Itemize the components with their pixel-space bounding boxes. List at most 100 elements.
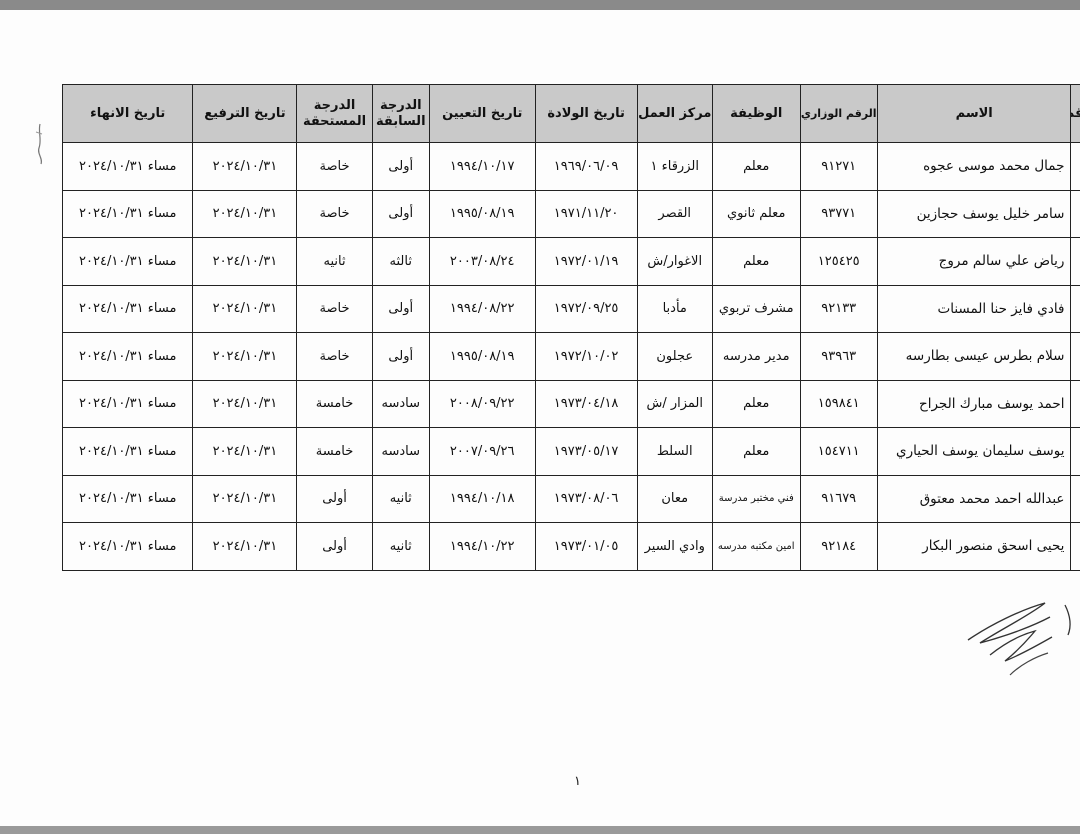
cell-birth-date: ١٩٧١/١١/٢٠ <box>534 189 638 238</box>
cell-due-grade: خاصة <box>296 142 373 191</box>
header-col-due-grade: الدرجة المستحقة <box>296 84 373 143</box>
page-number: ١ <box>574 774 581 789</box>
cell-name: يوسف سليمان يوسف الحياري <box>876 427 1072 476</box>
cell-end-date: مساء ٢٠٢٤/١٠/٣١ <box>61 237 194 286</box>
cell-birth-date: ١٩٧٢/٠٩/٢٥ <box>534 284 638 333</box>
cell-job: مدير مدرسه <box>711 332 801 381</box>
cell-promotion-date: ٢٠٢٤/١٠/٣١ <box>192 474 298 523</box>
cell-number: ٨ <box>1070 474 1080 523</box>
cell-promotion-date: ٢٠٢٤/١٠/٣١ <box>192 427 298 476</box>
cell-number: ٧ <box>1070 427 1080 476</box>
cell-birth-date: ١٩٧٣/٠٥/١٧ <box>534 427 638 476</box>
cell-ministry-id: ٩٣٧٧١ <box>799 189 878 238</box>
header-col-ministry-id: الرقم الوزاري <box>799 84 878 143</box>
scan-top-edge <box>0 0 1080 10</box>
cell-end-date: مساء ٢٠٢٤/١٠/٣١ <box>61 284 194 333</box>
cell-previous-grade: أولى <box>371 284 430 333</box>
cell-number: ٥ <box>1070 332 1080 381</box>
cell-ministry-id: ٩١٢٧١ <box>799 142 878 191</box>
cell-ministry-id: ٩٢١٣٣ <box>799 284 878 333</box>
cell-workplace: القصر <box>636 189 713 238</box>
header-col-end-date: تاريخ الانهاء <box>61 84 194 143</box>
cell-appointment-date: ٢٠٠٨/٠٩/٢٢ <box>428 379 536 428</box>
cell-end-date: مساء ٢٠٢٤/١٠/٣١ <box>61 189 194 238</box>
table-row: ٣رياض علي سالم مروج١٢٥٤٢٥معلمالاغوار/ش١٩… <box>61 237 1080 286</box>
cell-previous-grade: ثانيه <box>371 474 430 523</box>
cell-appointment-date: ١٩٩٤/١٠/١٧ <box>428 142 536 191</box>
cell-previous-grade: أولى <box>371 332 430 381</box>
header-col-birth-date: تاريخ الولادة <box>534 84 638 143</box>
table-row: ٧يوسف سليمان يوسف الحياري١٥٤٧١١معلمالسلط… <box>61 427 1080 476</box>
cell-ministry-id: ٩٢١٨٤ <box>799 522 878 571</box>
margin-mark <box>34 122 48 170</box>
cell-promotion-date: ٢٠٢٤/١٠/٣١ <box>192 379 298 428</box>
cell-due-grade: خاصة <box>296 189 373 238</box>
table-row: ٦احمد يوسف مبارك الجراح١٥٩٨٤١معلمالمزار … <box>61 379 1080 428</box>
cell-birth-date: ١٩٧٣/٠١/٠٥ <box>534 522 638 571</box>
cell-promotion-date: ٢٠٢٤/١٠/٣١ <box>192 522 298 571</box>
cell-job: فني مختبر مدرسة <box>711 474 801 523</box>
cell-workplace: السلط <box>636 427 713 476</box>
cell-previous-grade: أولى <box>371 142 430 191</box>
cell-birth-date: ١٩٧٣/٠٨/٠٦ <box>534 474 638 523</box>
cell-due-grade: ثانيه <box>296 237 373 286</box>
header-col-previous-grade: الدرجة السابقة <box>371 84 430 143</box>
cell-workplace: عجلون <box>636 332 713 381</box>
cell-ministry-id: ٩١٦٧٩ <box>799 474 878 523</box>
cell-promotion-date: ٢٠٢٤/١٠/٣١ <box>192 142 298 191</box>
cell-name: عبدالله احمد محمد معتوق <box>876 474 1072 523</box>
cell-ministry-id: ٩٣٩٦٣ <box>799 332 878 381</box>
cell-workplace: معان <box>636 474 713 523</box>
cell-job: امين مكتبه مدرسه <box>711 522 801 571</box>
cell-job: معلم ثانوي <box>711 189 801 238</box>
cell-end-date: مساء ٢٠٢٤/١٠/٣١ <box>61 522 194 571</box>
cell-end-date: مساء ٢٠٢٤/١٠/٣١ <box>61 427 194 476</box>
cell-due-grade: خامسة <box>296 379 373 428</box>
cell-appointment-date: ١٩٩٥/٠٨/١٩ <box>428 332 536 381</box>
cell-birth-date: ١٩٧٢/٠١/١٩ <box>534 237 638 286</box>
cell-end-date: مساء ٢٠٢٤/١٠/٣١ <box>61 142 194 191</box>
cell-job: معلم <box>711 237 801 286</box>
cell-job: معلم <box>711 427 801 476</box>
cell-due-grade: أولى <box>296 522 373 571</box>
cell-end-date: مساء ٢٠٢٤/١٠/٣١ <box>61 332 194 381</box>
cell-name: احمد يوسف مبارك الجراح <box>876 379 1072 428</box>
cell-birth-date: ١٩٦٩/٠٦/٠٩ <box>534 142 638 191</box>
cell-number: ٤ <box>1070 284 1080 333</box>
cell-promotion-date: ٢٠٢٤/١٠/٣١ <box>192 237 298 286</box>
header-col-promotion-date: تاريخ الترفيع <box>192 84 298 143</box>
cell-ministry-id: ١٥٩٨٤١ <box>799 379 878 428</box>
cell-due-grade: أولى <box>296 474 373 523</box>
cell-previous-grade: ثالثه <box>371 237 430 286</box>
cell-previous-grade: أولى <box>371 189 430 238</box>
scan-bottom-edge <box>0 826 1080 834</box>
cell-workplace: المزار /ش <box>636 379 713 428</box>
cell-due-grade: خاصة <box>296 284 373 333</box>
cell-due-grade: خاصة <box>296 332 373 381</box>
cell-appointment-date: ٢٠٠٧/٠٩/٢٦ <box>428 427 536 476</box>
cell-previous-grade: سادسه <box>371 379 430 428</box>
cell-appointment-date: ٢٠٠٣/٠٨/٢٤ <box>428 237 536 286</box>
header-col-job: الوظيفة <box>711 84 801 143</box>
cell-number: ١ <box>1070 142 1080 191</box>
cell-birth-date: ١٩٧٣/٠٤/١٨ <box>534 379 638 428</box>
header-col-workplace: مركز العمل <box>636 84 713 143</box>
cell-ministry-id: ١٢٥٤٢٥ <box>799 237 878 286</box>
cell-name: سلام بطرس عيسى بطارسه <box>876 332 1072 381</box>
cell-workplace: مأدبا <box>636 284 713 333</box>
cell-birth-date: ١٩٧٢/١٠/٠٢ <box>534 332 638 381</box>
cell-end-date: مساء ٢٠٢٤/١٠/٣١ <box>61 379 194 428</box>
cell-workplace: وادي السير <box>636 522 713 571</box>
cell-end-date: مساء ٢٠٢٤/١٠/٣١ <box>61 474 194 523</box>
cell-previous-grade: سادسه <box>371 427 430 476</box>
cell-previous-grade: ثانيه <box>371 522 430 571</box>
header-col-number: الرقم <box>1070 84 1080 143</box>
cell-name: يحيى اسحق منصور البكار <box>876 522 1072 571</box>
